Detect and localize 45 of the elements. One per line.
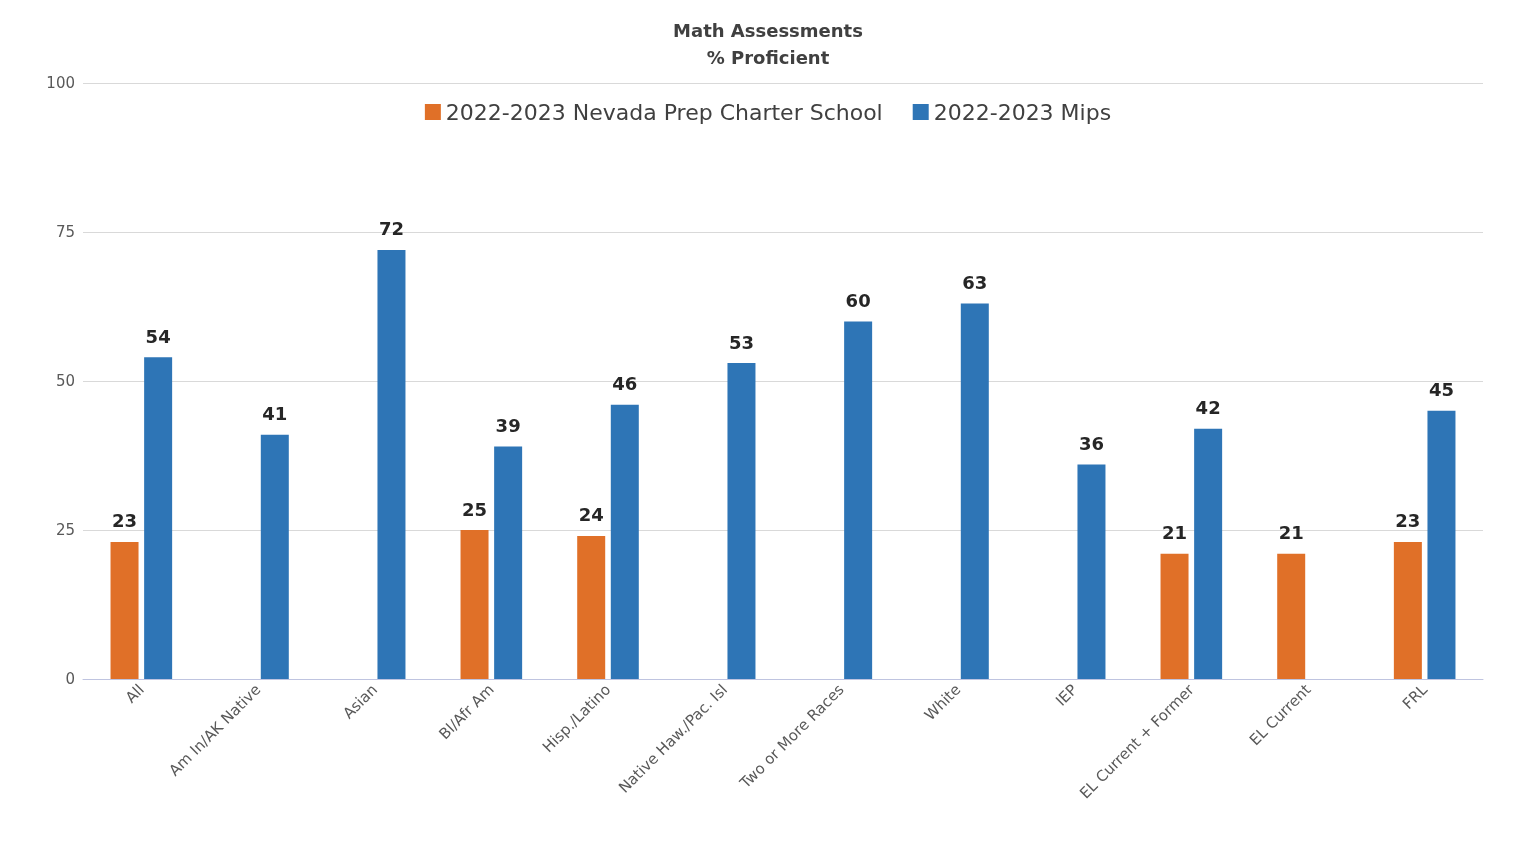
data-label: 23 (1395, 510, 1421, 532)
data-label: 72 (378, 218, 404, 240)
legend-label: 2022-2023 Nevada Prep Charter School (445, 99, 883, 125)
data-label: 24 (578, 504, 604, 526)
bar (1160, 553, 1189, 679)
x-tick-label: FRL (1398, 680, 1432, 713)
y-tick-label: 75 (55, 223, 75, 241)
y-tick-label: 100 (46, 74, 75, 92)
data-label: 25 (462, 498, 488, 520)
y-tick-label: 0 (65, 670, 75, 688)
data-label: 23 (112, 510, 138, 532)
data-label: 53 (728, 331, 754, 353)
bar (844, 321, 873, 679)
data-label: 60 (845, 289, 871, 311)
bar (577, 535, 606, 679)
legend-label: 2022-2023 Mips (933, 99, 1112, 125)
bar (144, 357, 173, 679)
data-label: 63 (962, 272, 988, 294)
data-label: 39 (495, 415, 521, 437)
bar (494, 446, 523, 679)
data-label: 36 (1078, 432, 1104, 454)
x-tick-label: All (121, 680, 148, 707)
data-label: 46 (612, 373, 638, 395)
bar (377, 249, 406, 679)
y-tick-label: 50 (55, 372, 75, 390)
bar (260, 434, 289, 679)
bar (460, 530, 489, 679)
data-label: 42 (1195, 397, 1221, 419)
bar (610, 404, 639, 679)
bar (1393, 541, 1422, 679)
bar (110, 541, 139, 679)
bar (1194, 428, 1223, 679)
bar (1427, 410, 1456, 679)
bar (960, 303, 989, 679)
y-tick-label: 25 (55, 521, 75, 539)
data-label: 54 (145, 325, 171, 347)
bar (1277, 553, 1306, 679)
x-tick-label: IEP (1052, 680, 1082, 710)
data-label: 41 (262, 403, 288, 425)
data-label: 45 (1428, 379, 1454, 401)
data-label: 21 (1278, 522, 1304, 544)
bar (727, 363, 756, 679)
chart-title: Math Assessments % Proficient (673, 20, 863, 68)
data-label: 21 (1162, 522, 1188, 544)
bar (1077, 464, 1106, 679)
